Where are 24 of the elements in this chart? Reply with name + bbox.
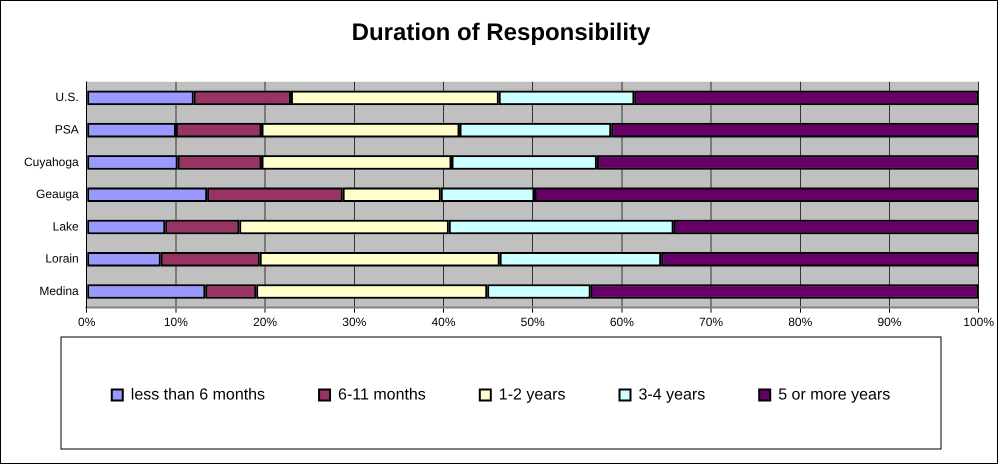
y-tick-label: Geauga xyxy=(36,187,80,202)
legend-label: 3-4 years xyxy=(638,386,706,404)
legend-label: less than 6 months xyxy=(130,386,266,404)
x-tick-label: 20% xyxy=(253,315,278,330)
y-tick-label: PSA xyxy=(54,122,79,136)
y-tick-label: Cuyahoga xyxy=(24,154,80,169)
x-tick-label: 100% xyxy=(963,315,994,330)
x-tick-label: 30% xyxy=(342,315,367,330)
x-tick-label: 50% xyxy=(520,315,546,330)
x-tick-label: 90% xyxy=(877,315,902,330)
y-tick-label: Medina xyxy=(39,284,80,298)
x-tick-label: 10% xyxy=(164,315,188,330)
chart-title: Duration of Responsibility xyxy=(352,19,651,46)
x-tick-label: 80% xyxy=(788,315,813,330)
legend-label: 6-11 months xyxy=(338,386,426,404)
x-tick-label: 40% xyxy=(431,315,456,330)
y-tick-label: U.S. xyxy=(55,90,79,104)
x-tick-label: 70% xyxy=(699,315,724,330)
x-tick-label: 0% xyxy=(78,315,96,330)
legend-label: 5 or more years xyxy=(778,386,890,404)
legend-label: 1-2 years xyxy=(498,386,566,404)
x-tick-label: 60% xyxy=(610,315,634,330)
y-tick-label: Lake xyxy=(52,219,80,234)
y-tick-label: Lorain xyxy=(45,252,79,266)
